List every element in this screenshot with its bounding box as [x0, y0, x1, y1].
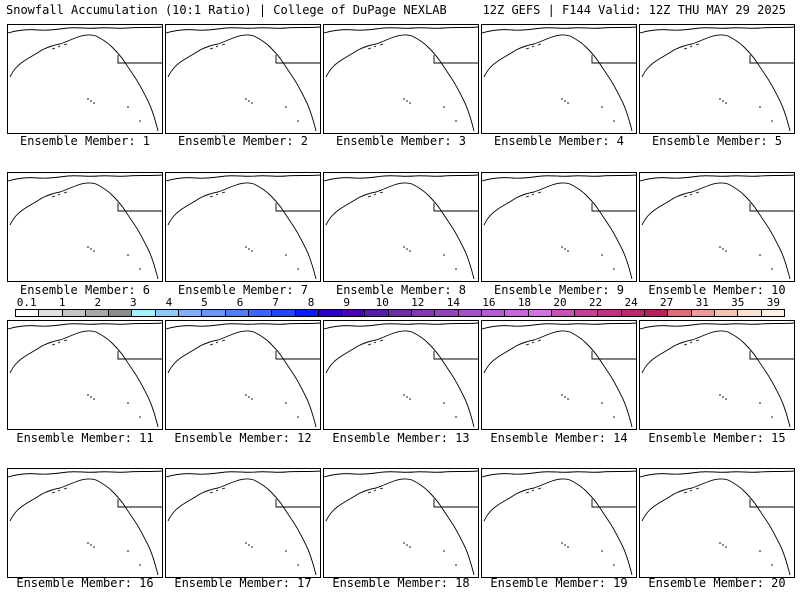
ensemble-member-label: Ensemble Member: 10 — [648, 283, 786, 297]
ensemble-member-map — [481, 320, 637, 430]
colorbar-segment — [598, 310, 622, 316]
colorbar-segment — [16, 310, 40, 316]
ensemble-member-map — [323, 24, 479, 134]
ensemble-member-map — [639, 320, 795, 430]
ensemble-member-map — [7, 172, 163, 282]
colorbar-tick-label: 10 — [375, 296, 389, 309]
ensemble-member-map — [481, 24, 637, 134]
ensemble-member-map — [165, 468, 321, 578]
colorbar-segment — [738, 310, 762, 316]
colorbar-segment — [85, 310, 110, 316]
colorbar-tick-label: 0.1 — [16, 296, 37, 309]
colorbar-segment — [551, 310, 576, 316]
colorbar-segment — [132, 310, 156, 316]
colorbar-segment — [668, 310, 692, 316]
colorbar-segment — [272, 310, 296, 316]
colorbar-tick-label: 12 — [411, 296, 425, 309]
ensemble-member-label: Ensemble Member: 2 — [177, 134, 309, 148]
ensemble-member-map — [639, 468, 795, 578]
ensemble-member-map — [323, 320, 479, 430]
colorbar-tick-label: 31 — [695, 296, 709, 309]
colorbar-tick-label: 20 — [553, 296, 567, 309]
ensemble-member-label: Ensemble Member: 4 — [493, 134, 625, 148]
colorbar-segment — [109, 310, 133, 316]
ensemble-member-map — [323, 172, 479, 282]
colorbar-segment — [691, 310, 715, 316]
ensemble-member-map — [323, 468, 479, 578]
ensemble-member-map — [7, 468, 163, 578]
ensemble-member-label: Ensemble Member: 12 — [174, 431, 312, 445]
colorbar-segment — [575, 310, 599, 316]
colorbar-segment — [318, 310, 343, 316]
colorbar-segment — [248, 310, 273, 316]
colorbar-tick-label: 1 — [58, 296, 66, 309]
ensemble-member-map — [7, 320, 163, 430]
ensemble-member-label: Ensemble Member: 6 — [19, 283, 151, 297]
colorbar-segment — [39, 310, 63, 316]
run-valid-time: 12Z GEFS | F144 Valid: 12Z THU MAY 29 20… — [482, 3, 786, 17]
ensemble-member-map — [165, 320, 321, 430]
colorbar-tick-label: 9 — [343, 296, 350, 309]
colorbar-tick-label: 7 — [272, 296, 279, 309]
colorbar-segment — [155, 310, 180, 316]
colorbar-tick-label: 22 — [588, 296, 603, 309]
colorbar-segment — [621, 310, 646, 316]
colorbar-tick-label: 14 — [446, 296, 460, 309]
ensemble-member-map — [639, 24, 795, 134]
colorbar-segment — [761, 310, 784, 316]
ensemble-member-map — [639, 172, 795, 282]
colorbar-tick-label: 5 — [201, 296, 208, 309]
ensemble-member-map — [7, 24, 163, 134]
ensemble-member-label: Ensemble Member: 3 — [335, 134, 467, 148]
colorbar-segment — [225, 310, 249, 316]
colorbar-segment — [645, 310, 669, 316]
ensemble-member-label: Ensemble Member: 17 — [174, 576, 312, 590]
colorbar-segment — [435, 310, 459, 316]
ensemble-member-label: Ensemble Member: 16 — [16, 576, 154, 590]
ensemble-member-label: Ensemble Member: 5 — [651, 134, 783, 148]
colorbar-segment — [295, 310, 319, 316]
ensemble-member-label: Ensemble Member: 9 — [493, 283, 625, 297]
colorbar-segment — [365, 310, 389, 316]
map-title: Snowfall Accumulation (10:1 Ratio) | Col… — [6, 3, 447, 17]
colorbar-segment — [528, 310, 552, 316]
ensemble-member-map — [165, 24, 321, 134]
colorbar-segment — [62, 310, 86, 316]
ensemble-member-label: Ensemble Member: 8 — [335, 283, 467, 297]
colorbar-tick-label: 2 — [94, 296, 102, 309]
ensemble-member-map — [481, 172, 637, 282]
colorbar-tick-label: 4 — [165, 296, 173, 309]
ensemble-member-label: Ensemble Member: 18 — [332, 576, 470, 590]
colorbar-tick-label: 8 — [307, 296, 315, 309]
snowfall-colorbar — [15, 309, 785, 317]
colorbar-tick-label: 27 — [660, 296, 674, 309]
ensemble-member-label: Ensemble Member: 20 — [648, 576, 786, 590]
colorbar-labels: 0.1 1 2 3 4 5 6 7 8 9 10 12 14 16 18 20 22 24 27 31 35 39 — [15, 296, 785, 309]
colorbar-segment — [714, 310, 739, 316]
colorbar-tick-label: 24 — [624, 296, 638, 309]
colorbar-segment — [179, 310, 203, 316]
colorbar-tick-label: 16 — [482, 296, 496, 309]
ensemble-member-label: Ensemble Member: 13 — [332, 431, 470, 445]
ensemble-member-label: Ensemble Member: 7 — [177, 283, 309, 297]
colorbar-tick-label: 6 — [236, 296, 244, 309]
colorbar-segment — [388, 310, 413, 316]
ensemble-member-label: Ensemble Member: 11 — [16, 431, 154, 445]
colorbar-segment — [458, 310, 482, 316]
colorbar-tick-label: 3 — [130, 296, 137, 309]
colorbar-tick-label: 35 — [731, 296, 745, 309]
ensemble-member-label: Ensemble Member: 14 — [490, 431, 628, 445]
colorbar-tick-label: 39 — [766, 296, 780, 309]
colorbar-segment — [202, 310, 226, 316]
ensemble-member-label: Ensemble Member: 1 — [19, 134, 151, 148]
ensemble-member-label: Ensemble Member: 15 — [648, 431, 786, 445]
ensemble-member-map — [481, 468, 637, 578]
ensemble-member-label: Ensemble Member: 19 — [490, 576, 628, 590]
colorbar-segment — [342, 310, 366, 316]
colorbar-segment — [505, 310, 529, 316]
colorbar-tick-label: 18 — [517, 296, 532, 309]
ensemble-member-map — [165, 172, 321, 282]
colorbar-segment — [481, 310, 506, 316]
colorbar-segment — [412, 310, 436, 316]
